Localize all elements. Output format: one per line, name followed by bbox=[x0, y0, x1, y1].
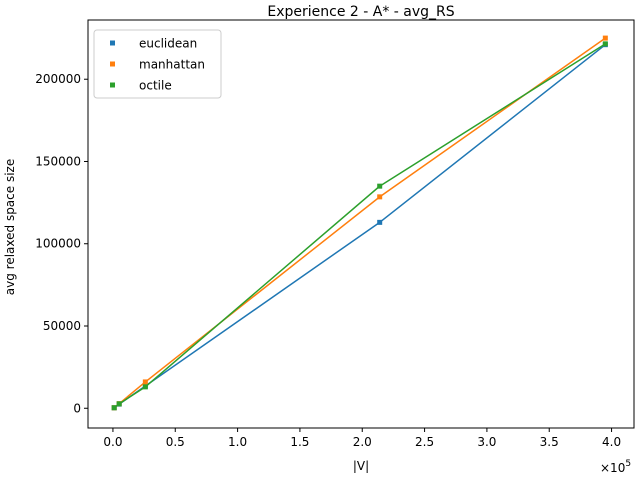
legend-label-euclidean: euclidean bbox=[139, 37, 197, 51]
x-tick-label: 4.0 bbox=[602, 435, 621, 449]
x-offset-base: ×10 bbox=[600, 461, 625, 475]
data-point-octile bbox=[602, 41, 608, 47]
x-tick-label: 3.0 bbox=[477, 435, 496, 449]
x-tick-label: 0.0 bbox=[103, 435, 122, 449]
data-point-octile bbox=[377, 183, 383, 189]
data-point-manhattan bbox=[377, 194, 383, 200]
chart-title: Experience 2 - A* - avg_RS bbox=[267, 4, 454, 20]
plot-frame bbox=[87, 19, 635, 429]
x-axis-offset-text: ×105 bbox=[600, 459, 631, 475]
legend-label-octile: octile bbox=[139, 79, 172, 93]
legend-marker-manhattan bbox=[110, 61, 115, 67]
y-tick-label: 200000 bbox=[35, 72, 81, 86]
legend-marker-octile bbox=[110, 82, 115, 88]
data-point-manhattan bbox=[142, 379, 148, 385]
x-axis-label: |V| bbox=[353, 459, 369, 473]
legend: euclidean manhattan octile bbox=[93, 29, 222, 99]
x-tick-label: 1.0 bbox=[228, 435, 247, 449]
x-tick-label: 1.5 bbox=[290, 435, 309, 449]
data-point-octile bbox=[111, 405, 117, 411]
x-tick-label: 2.5 bbox=[415, 435, 434, 449]
legend-marker-euclidean bbox=[110, 40, 115, 46]
legend-label-manhattan: manhattan bbox=[139, 58, 205, 72]
x-tick-label: 0.5 bbox=[166, 435, 185, 449]
y-tick-label: 50000 bbox=[43, 319, 81, 333]
x-tick-label: 2.0 bbox=[353, 435, 372, 449]
legend-frame bbox=[93, 29, 222, 99]
data-point-octile bbox=[116, 401, 122, 407]
x-offset-exponent: 5 bbox=[625, 459, 631, 469]
y-tick-label: 100000 bbox=[35, 237, 81, 251]
y-tick-label: 0 bbox=[73, 401, 81, 415]
data-point-octile bbox=[142, 384, 148, 390]
y-tick-label: 150000 bbox=[35, 154, 81, 168]
y-axis-label: avg relaxed space size bbox=[3, 159, 17, 295]
x-tick-label: 3.5 bbox=[540, 435, 559, 449]
data-point-manhattan bbox=[602, 35, 608, 41]
data-point-euclidean bbox=[377, 219, 383, 225]
